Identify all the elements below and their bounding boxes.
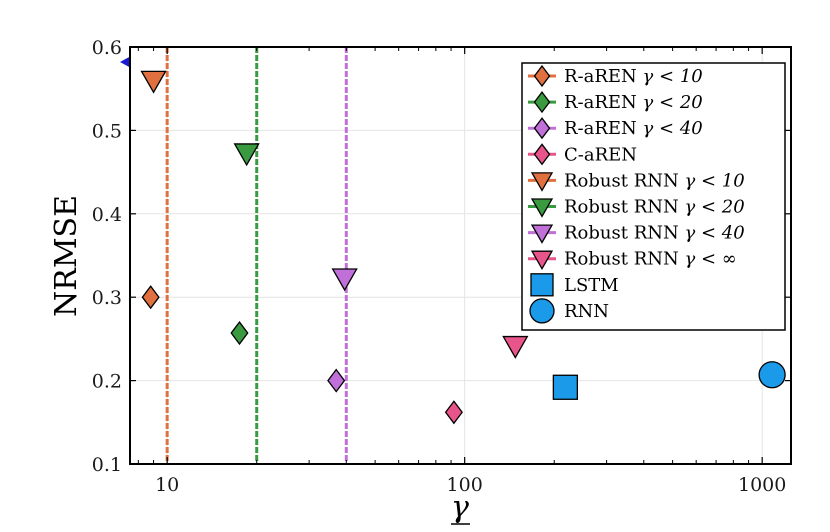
legend-label: LSTM	[564, 275, 619, 296]
legend-label: C-aREN	[564, 144, 637, 165]
legend-label-prefix: Robust RNN	[564, 249, 684, 270]
legend-label: R-aREN γ < 10	[564, 66, 703, 87]
y-tick-label: 0.3	[92, 287, 122, 309]
y-tick-label: 0.6	[92, 37, 122, 59]
plot-frame	[129, 46, 792, 465]
legend-label: R-aREN γ < 40	[564, 118, 703, 139]
legend-label: Robust RNN γ < 20	[564, 197, 745, 218]
legend-label-math: γ < 40	[643, 118, 703, 139]
legend-marker	[530, 273, 554, 297]
legend-label-prefix: R-aREN	[564, 92, 643, 113]
data-point-marker	[444, 400, 463, 425]
legend-label-math: γ < ∞	[684, 249, 736, 270]
legend-label-math: γ < 10	[643, 66, 703, 87]
legend-marker	[529, 298, 555, 324]
y-axis-label: NRMSE	[49, 195, 84, 317]
data-points	[120, 56, 786, 425]
axis-ticks: 0.1 0.2 0.3 0.4 0.5 0.6 10 100 1000	[92, 37, 791, 496]
legend-label: Robust RNN γ < 40	[564, 223, 745, 244]
data-point-marker	[331, 268, 358, 292]
legend-box	[521, 62, 786, 331]
legend-marker	[533, 117, 551, 140]
legend-label-math: γ < 20	[684, 197, 744, 218]
legend-label-prefix: Robust RNN	[564, 223, 684, 244]
legend-marker	[530, 224, 554, 244]
legend-label-prefix: RNN	[564, 301, 609, 322]
legend-label: Robust RNN γ < 10	[564, 170, 745, 191]
x-tick-label: 10	[155, 474, 179, 496]
y-tick-label: 0.5	[92, 120, 122, 142]
legend-label: R-aREN γ < 20	[564, 92, 703, 113]
legend-marker	[533, 64, 551, 88]
legend-marker	[533, 91, 551, 114]
data-point-marker	[502, 335, 529, 359]
legend-label-prefix: R-aREN	[564, 66, 643, 87]
legend-marker	[530, 250, 554, 271]
data-point-marker	[140, 70, 167, 94]
legend-label: RNN	[564, 301, 609, 322]
data-point-marker	[141, 285, 160, 310]
edge-clipped-marker	[120, 56, 131, 69]
legend-label-prefix: R-aREN	[564, 118, 643, 139]
data-point-marker	[230, 320, 249, 346]
legend: R-aREN γ < 10R-aREN γ < 20R-aREN γ < 40C…	[521, 62, 786, 331]
legend-label: Robust RNN γ < ∞	[564, 249, 737, 270]
data-point-marker	[552, 374, 579, 400]
x-axis-label: γ	[451, 490, 469, 525]
y-tick-label: 0.2	[92, 371, 122, 393]
legend-label-prefix: LSTM	[564, 275, 619, 296]
legend-label-prefix: C-aREN	[564, 144, 637, 165]
legend-label-math: γ < 20	[643, 92, 703, 113]
data-point-marker	[233, 143, 260, 167]
data-point-marker	[327, 368, 346, 393]
y-tick-label: 0.1	[92, 454, 122, 476]
legend-label-prefix: Robust RNN	[564, 197, 684, 218]
legend-label-prefix: Robust RNN	[564, 170, 684, 191]
x-tick-label: 100	[447, 474, 483, 496]
legend-label-math: γ < 10	[684, 170, 744, 191]
reference-lines	[165, 47, 348, 464]
legend-marker	[533, 143, 551, 166]
x-tick-label: 1000	[738, 474, 786, 496]
data-point-marker	[758, 361, 786, 389]
legend-marker	[530, 172, 554, 192]
legend-label-math: γ < 40	[684, 223, 744, 244]
y-tick-label: 0.4	[92, 204, 122, 226]
legend-marker	[530, 198, 554, 218]
